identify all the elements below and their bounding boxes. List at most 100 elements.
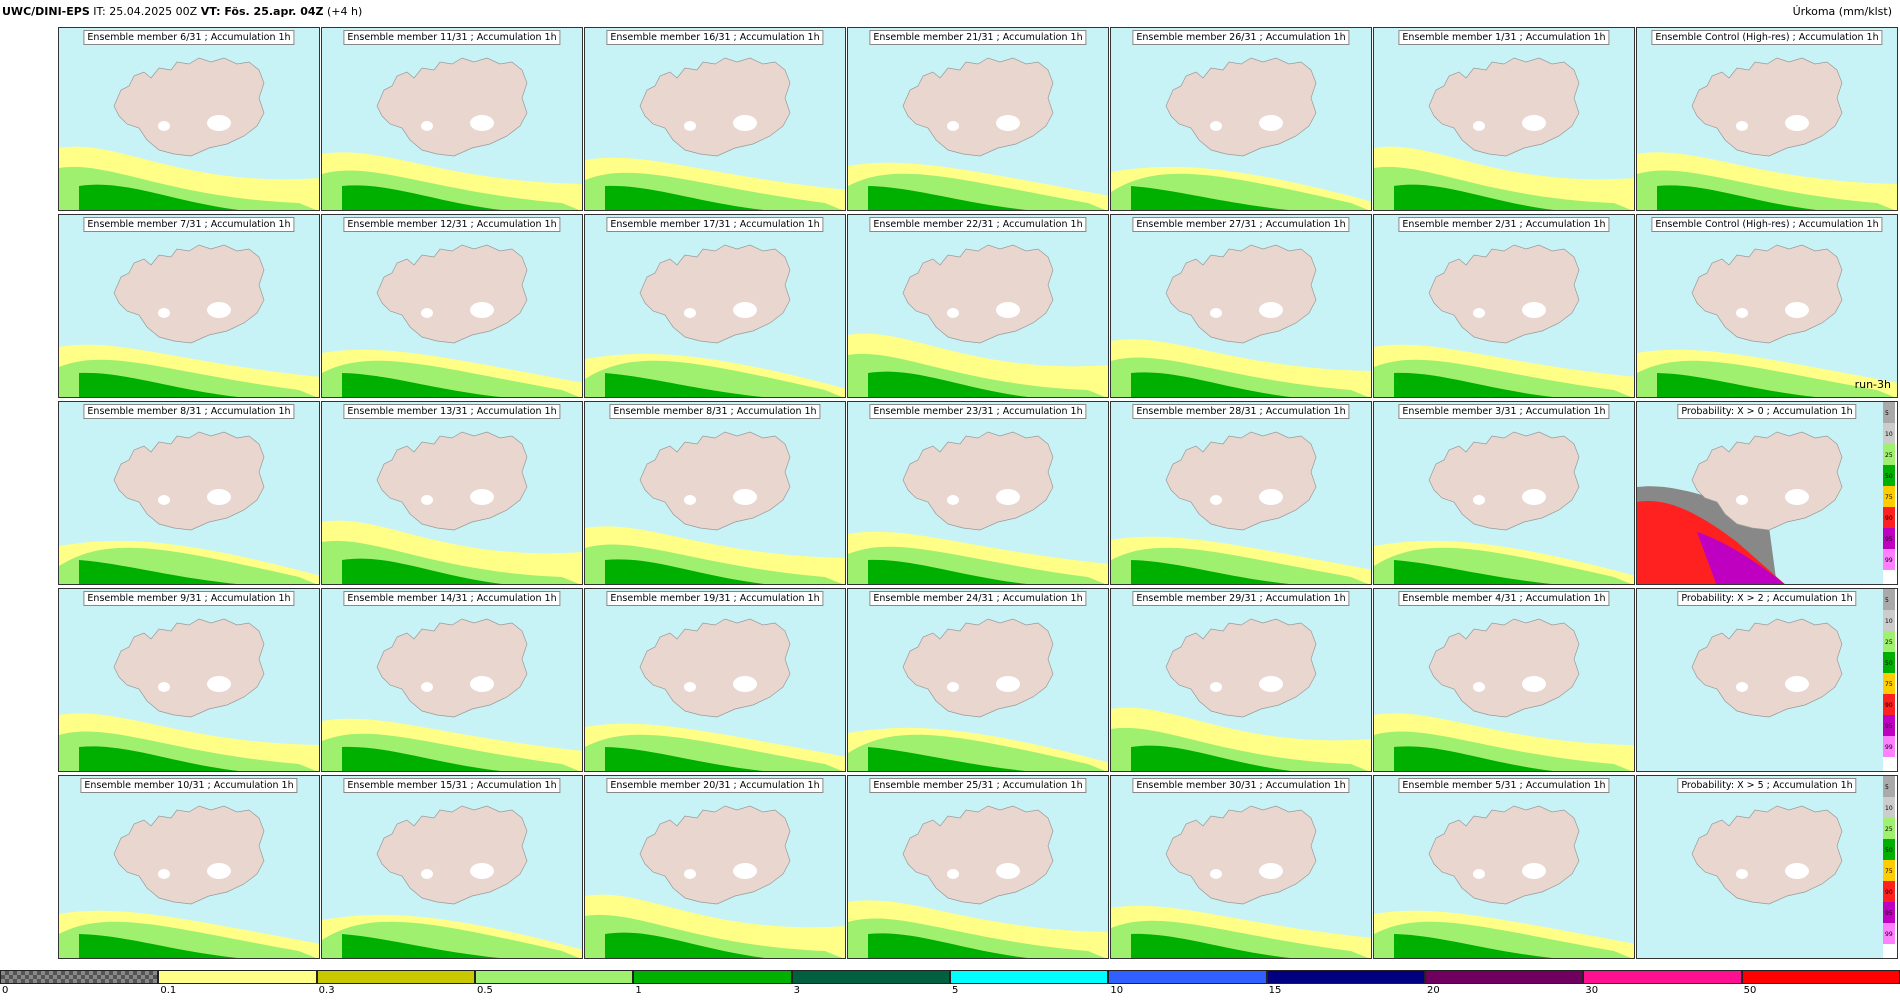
iceland-land <box>376 805 528 905</box>
map-panel: Ensemble member 21/31 ; Accumulation 1h <box>847 27 1109 211</box>
legend-swatch <box>316 970 475 984</box>
iceland-land <box>1165 805 1317 905</box>
glacier <box>158 682 170 692</box>
prob-scale-label: 10 <box>1885 618 1893 625</box>
glacier <box>421 682 433 692</box>
map-panel: Ensemble member 8/31 ; Accumulation 1h <box>58 401 320 585</box>
precip-heavy-area <box>1394 746 1554 771</box>
prob-scale-label: 90 <box>1885 889 1893 896</box>
glacier <box>470 676 494 692</box>
iceland-land <box>1165 431 1317 531</box>
iceland-land <box>376 431 528 531</box>
iceland-land <box>113 431 265 531</box>
panel-title: Ensemble member 3/31 ; Accumulation 1h <box>1398 404 1610 419</box>
precip-heavy-area <box>79 372 239 397</box>
glacier <box>1736 308 1748 318</box>
panel-title: Ensemble member 30/31 ; Accumulation 1h <box>1132 778 1350 793</box>
iceland-land <box>1691 618 1843 718</box>
iceland-land <box>1691 57 1843 157</box>
prob-scale-swatch <box>1883 694 1895 715</box>
glacier <box>684 308 696 318</box>
precip-heavy-area <box>79 934 238 958</box>
prob-scale-swatch <box>1883 486 1895 507</box>
map-panel: Ensemble member 30/31 ; Accumulation 1h <box>1110 775 1372 959</box>
map-panel: Ensemble member 17/31 ; Accumulation 1h <box>584 214 846 398</box>
precip-heavy-area <box>1657 373 1816 397</box>
panel-title: Ensemble member 24/31 ; Accumulation 1h <box>869 591 1087 606</box>
map-panel: Ensemble member 3/31 ; Accumulation 1h <box>1373 401 1635 585</box>
prob-scale-swatch <box>1883 631 1895 652</box>
prob-scale-label: 10 <box>1885 805 1893 812</box>
glacier <box>207 676 231 692</box>
precip-heavy-area <box>1394 934 1553 958</box>
prob-scale-label: 95 <box>1885 910 1893 917</box>
map-panel: Ensemble Control (High-res) ; Accumulati… <box>1636 27 1898 211</box>
legend-swatch <box>475 970 634 984</box>
precip-heavy-area <box>79 560 237 584</box>
precip-heavy-area <box>605 747 764 771</box>
map-panel: Ensemble member 16/31 ; Accumulation 1h <box>584 27 846 211</box>
prob-scale-swatch <box>1883 549 1895 570</box>
legend-label: 0.5 <box>477 985 493 996</box>
model-name: UWC/DINI-EPS <box>2 5 90 18</box>
prob-scale-swatch <box>1883 715 1895 736</box>
iceland-land <box>113 618 265 718</box>
glacier <box>421 495 433 505</box>
panel-title: Ensemble member 13/31 ; Accumulation 1h <box>343 404 561 419</box>
map-panel: Ensemble member 1/31 ; Accumulation 1h <box>1373 27 1635 211</box>
iceland-land <box>639 244 791 344</box>
panel-title: Ensemble Control (High-res) ; Accumulati… <box>1651 30 1883 45</box>
glacier <box>421 869 433 879</box>
glacier <box>1473 495 1485 505</box>
precip-heavy-area <box>79 746 239 771</box>
precip-heavy-area <box>1131 186 1289 210</box>
prob-scale-swatch <box>1883 402 1895 423</box>
glacier <box>733 115 757 131</box>
precip-heavy-area <box>342 373 501 397</box>
prob-scale-label: 90 <box>1885 702 1893 709</box>
glacier <box>684 495 696 505</box>
glacier <box>1210 682 1222 692</box>
glacier <box>158 308 170 318</box>
precip-heavy-area <box>342 934 500 958</box>
legend-label: 30 <box>1585 985 1599 996</box>
panel-title: Ensemble member 4/31 ; Accumulation 1h <box>1398 591 1610 606</box>
precip-heavy-area <box>1131 933 1291 958</box>
glacier <box>1785 489 1809 505</box>
glacier <box>684 682 696 692</box>
legend-swatch <box>1266 970 1425 984</box>
legend-swatch <box>0 970 159 984</box>
map-panel: Ensemble member 11/31 ; Accumulation 1h <box>321 27 583 211</box>
panel-title: Probability: X > 5 ; Accumulation 1h <box>1677 778 1857 793</box>
prob-scale-swatch <box>1883 881 1895 902</box>
prob-scale-label: 75 <box>1885 681 1893 688</box>
precip-heavy-area <box>342 558 503 584</box>
glacier <box>1736 682 1748 692</box>
iceland-land <box>376 618 528 718</box>
iceland-land <box>639 57 791 157</box>
precip-heavy-area <box>868 933 1028 958</box>
glacier <box>1736 869 1748 879</box>
panel-title: Ensemble member 23/31 ; Accumulation 1h <box>869 404 1087 419</box>
map-panel: Probability: X > 5 ; Accumulation 1h 5 10 2… <box>1636 775 1898 959</box>
color-legend: 0 0.1 0.3 0.5 1 3 5 10 15 20 30 50 <box>0 970 1900 996</box>
map-panel: Ensemble member 12/31 ; Accumulation 1h <box>321 214 583 398</box>
precip-heavy-area <box>1394 372 1554 397</box>
prob-scale-label: 99 <box>1885 557 1893 564</box>
prob-scale-label: 25 <box>1885 826 1893 833</box>
glacier <box>684 121 696 131</box>
probability-scale: 5 10 25 50 75 90 95 99 <box>1883 402 1897 584</box>
prob-scale-label: 5 <box>1885 597 1889 604</box>
valid-time: VT: Fös. 25.apr. 04Z <box>200 5 324 18</box>
glacier <box>1473 308 1485 318</box>
prob-scale-swatch <box>1883 736 1895 757</box>
map-panel: Ensemble member 20/31 ; Accumulation 1h <box>584 775 846 959</box>
prob-scale-swatch <box>1883 444 1895 465</box>
legend-label: 50 <box>1743 985 1757 996</box>
map-panel: Ensemble member 13/31 ; Accumulation 1h <box>321 401 583 585</box>
legend-label: 3 <box>793 985 801 996</box>
glacier <box>996 115 1020 131</box>
precip-heavy-area <box>605 559 765 584</box>
glacier <box>421 308 433 318</box>
glacier <box>1259 302 1283 318</box>
